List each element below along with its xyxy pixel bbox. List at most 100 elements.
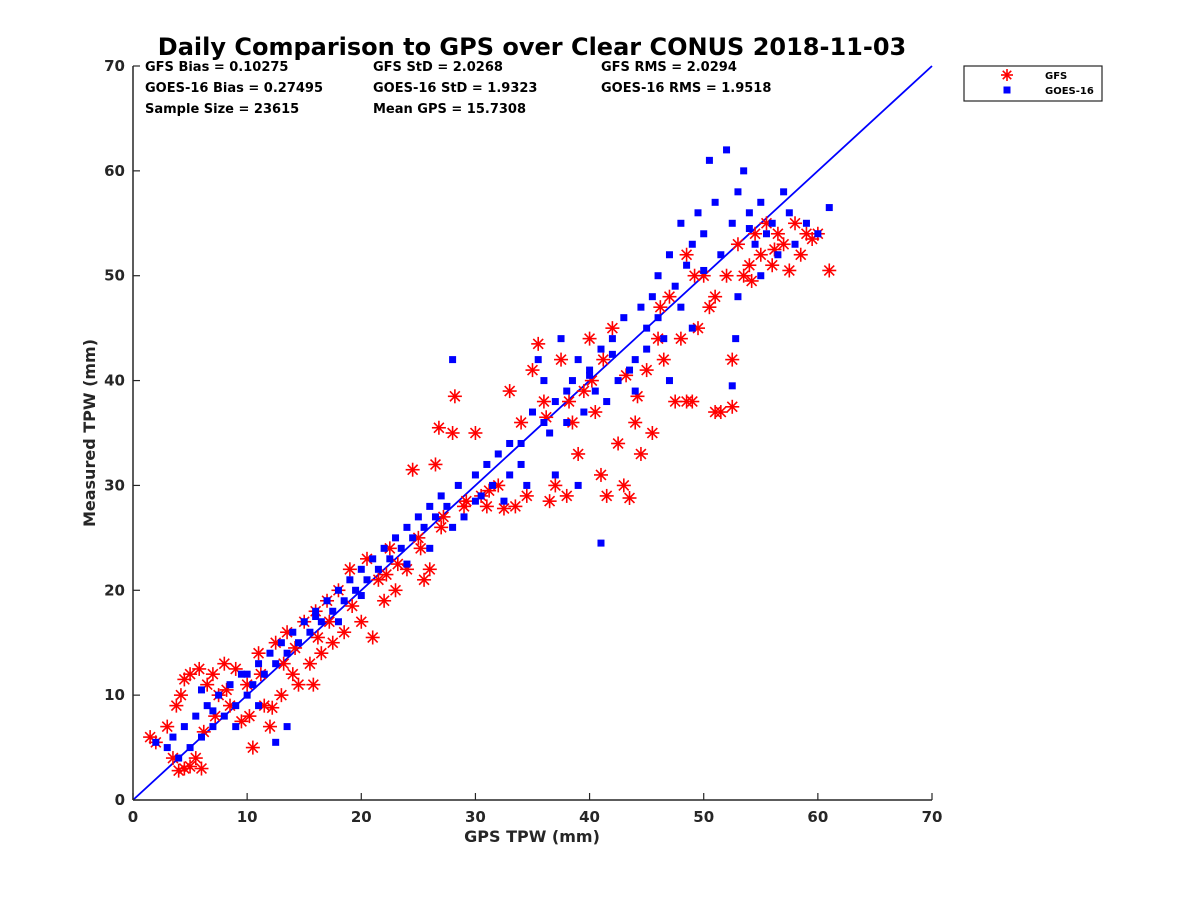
gfs-point: [468, 426, 483, 440]
goes16-point: [220, 712, 228, 720]
gfs-point: [217, 656, 232, 671]
goes16-point: [608, 335, 616, 343]
gfs-point: [177, 672, 192, 687]
goes16-point: [757, 272, 765, 280]
goes16-point: [203, 702, 211, 710]
goes16-point: [700, 230, 708, 238]
goes16-point: [180, 723, 188, 731]
gfs-point: [662, 289, 677, 304]
goes16-point: [232, 702, 240, 710]
goes16-point: [643, 324, 651, 332]
goes16-point: [352, 586, 360, 594]
gfs-point: [687, 268, 702, 283]
gfs-point: [508, 499, 523, 514]
goes16-point: [648, 293, 656, 301]
goes16-point: [506, 471, 514, 479]
gfs-point: [188, 751, 203, 766]
gfs-point: [192, 661, 207, 676]
goes16-point: [409, 534, 417, 542]
goes16-point: [791, 240, 799, 248]
goes16-point: [608, 350, 616, 358]
goes16-point: [597, 345, 605, 353]
gfs-point: [390, 557, 405, 572]
goes16-point: [700, 266, 708, 274]
goes16-point: [711, 198, 719, 206]
gfs-point: [622, 491, 637, 506]
gfs-point: [177, 761, 192, 776]
goes16-point: [540, 377, 548, 385]
gfs-point: [422, 562, 437, 577]
gfs-point: [588, 405, 603, 420]
gfs-point: [519, 488, 534, 503]
gfs-point: [265, 700, 280, 715]
gfs-point: [639, 363, 654, 378]
goes16-point: [483, 460, 491, 468]
goes16-point: [374, 565, 382, 573]
goes16-point: [460, 513, 468, 521]
goes16-point: [169, 733, 177, 741]
gfs-point: [354, 614, 369, 629]
goes16-point: [454, 481, 462, 489]
axes: [132, 66, 932, 801]
goes16-point: [209, 707, 217, 715]
gfs-point: [459, 494, 474, 509]
gfs-point: [173, 688, 188, 703]
goes16-point: [266, 649, 274, 657]
gfs-point: [337, 625, 352, 640]
gfs-point: [562, 394, 577, 409]
gfs-point: [377, 593, 392, 608]
goes16-point: [489, 481, 497, 489]
gfs-point: [431, 420, 446, 435]
gfs-point: [730, 237, 745, 252]
goes16-point: [197, 686, 205, 694]
goes16-point: [420, 523, 428, 531]
goes16-point: [477, 492, 485, 500]
goes16-point: [529, 408, 536, 416]
goes16-point: [517, 439, 525, 447]
gfs-point: [736, 268, 751, 283]
gfs-point: [744, 273, 759, 288]
reference-line-group: [132, 65, 933, 801]
gfs-point: [525, 363, 540, 378]
gfs-point: [514, 415, 529, 430]
goes16-point: [380, 544, 388, 552]
goes16-point: [732, 335, 740, 343]
gfs-point: [708, 405, 723, 420]
goes16-point: [603, 398, 611, 406]
gfs-point: [276, 656, 291, 671]
goes16-series: [152, 146, 833, 762]
gfs-point: [245, 740, 260, 755]
goes16-point: [688, 324, 696, 332]
goes16-point: [620, 314, 628, 322]
legend-goes-marker: [1003, 86, 1011, 94]
y-tick-label: 0: [115, 791, 125, 809]
goes16-point: [785, 209, 793, 217]
goes16-point: [654, 314, 662, 322]
gfs-point: [656, 352, 671, 367]
gfs-point: [548, 478, 563, 493]
y-tick-label: 40: [104, 372, 125, 390]
gfs-point: [596, 352, 611, 367]
goes16-point: [403, 523, 411, 531]
gfs-point: [183, 667, 198, 682]
goes16-point: [586, 371, 594, 379]
gfs-point: [413, 541, 428, 556]
gfs-point: [611, 436, 626, 451]
goes16-point: [597, 539, 605, 547]
goes16-point: [728, 382, 736, 390]
gfs-point: [445, 426, 460, 440]
gfs-point: [542, 494, 557, 509]
reference-line: [132, 65, 933, 801]
gfs-point: [702, 300, 717, 315]
gfs-point: [559, 488, 574, 503]
goes16-point: [363, 576, 371, 584]
goes16-point: [500, 497, 508, 505]
chart-title: Daily Comparison to GPS over Clear CONUS…: [158, 33, 906, 61]
gfs-point: [405, 462, 420, 477]
gfs-point: [576, 384, 591, 399]
goes16-point: [614, 377, 622, 385]
goes16-point: [243, 670, 251, 678]
legend-box: [963, 65, 1103, 102]
goes16-point: [306, 628, 314, 636]
